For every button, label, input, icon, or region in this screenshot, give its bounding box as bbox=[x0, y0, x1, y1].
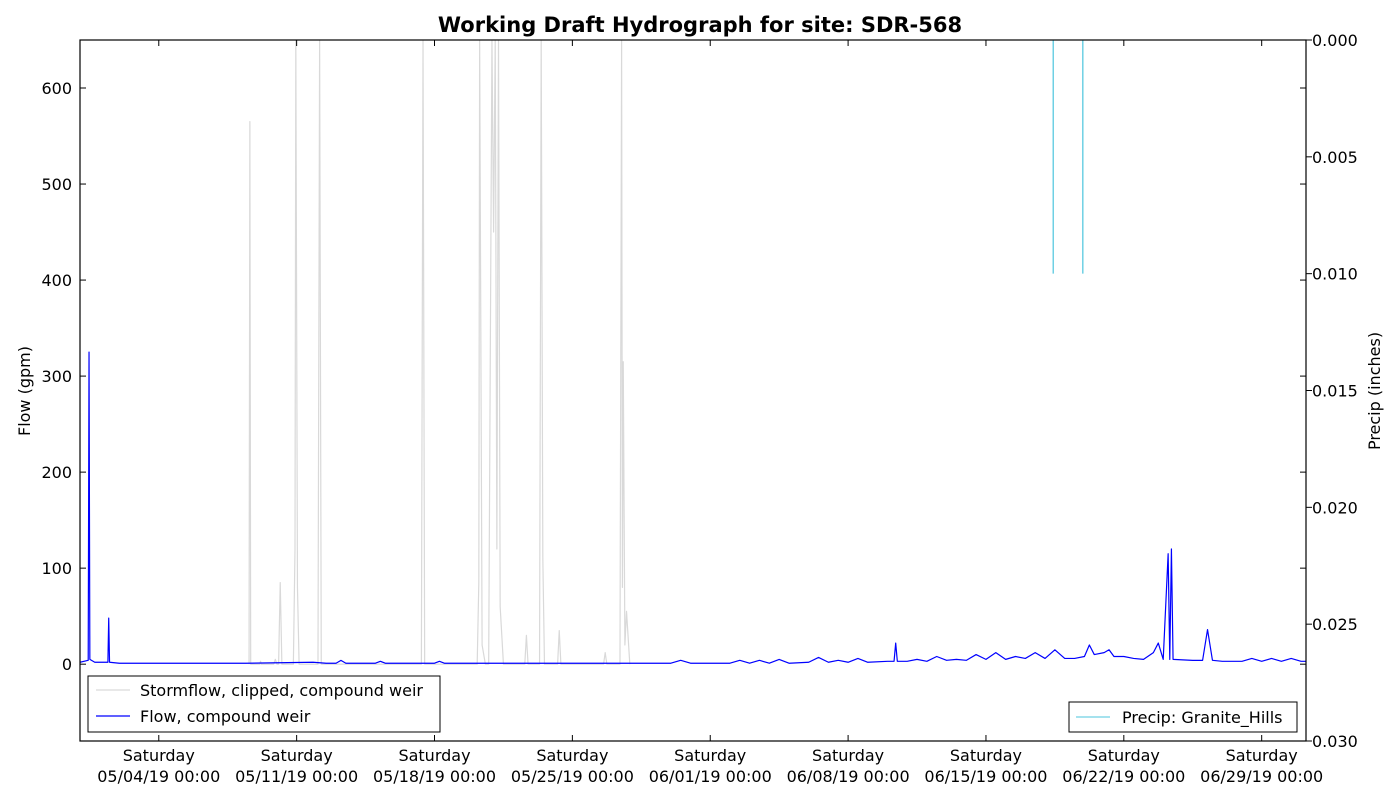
x-tick-label-date-8: 06/29/19 00:00 bbox=[1200, 767, 1323, 786]
x-tick-label-day-2: Saturday bbox=[398, 746, 470, 765]
legend-right-entry-0: Precip: Granite_Hills bbox=[1122, 708, 1283, 728]
y-left-tick-label-5: 500 bbox=[41, 175, 72, 194]
series-2 bbox=[1052, 40, 1084, 274]
x-tick-label-date-2: 05/18/19 00:00 bbox=[373, 767, 496, 786]
legend-left-box bbox=[87, 675, 441, 733]
y-right-tick-label-1: 0.005 bbox=[1312, 148, 1358, 167]
x-tick-label-date-3: 05/25/19 00:00 bbox=[511, 767, 634, 786]
x-tick-label-date-7: 06/22/19 00:00 bbox=[1062, 767, 1185, 786]
y-right-tick-label-3: 0.015 bbox=[1312, 382, 1358, 401]
y-right-tick-label-6: 0.030 bbox=[1312, 732, 1358, 751]
x-tick-label-day-1: Saturday bbox=[261, 746, 333, 765]
axes-layer: 0 100 200 300 400 500 600 0.000 0.005 0.010 0.015 0… bbox=[41, 31, 1357, 786]
x-tick-label-date-6: 06/15/19 00:00 bbox=[924, 767, 1047, 786]
y-right-tick-label-4: 0.020 bbox=[1312, 498, 1358, 517]
x-tick-label-day-6: Saturday bbox=[950, 746, 1022, 765]
y-right-tick-label-2: 0.010 bbox=[1312, 265, 1358, 284]
y-right-tick-label-5: 0.025 bbox=[1312, 615, 1358, 634]
y-left-tick-label-6: 600 bbox=[41, 79, 72, 98]
chart-title: Working Draft Hydrograph for site: SDR-5… bbox=[438, 13, 962, 37]
x-tick-label-date-5: 06/08/19 00:00 bbox=[787, 767, 910, 786]
y-axis-right-label: Precip (inches) bbox=[1365, 332, 1384, 450]
series-1 bbox=[80, 351, 1306, 664]
y-left-tick-label-0: 0 bbox=[62, 655, 72, 674]
series-line-1 bbox=[80, 351, 1306, 664]
x-tick-label-day-0: Saturday bbox=[123, 746, 195, 765]
series-line-0 bbox=[248, 40, 631, 665]
x-tick-label-day-4: Saturday bbox=[674, 746, 746, 765]
x-tick-label-date-1: 05/11/19 00:00 bbox=[235, 767, 358, 786]
y-right-tick-label-0: 0.000 bbox=[1312, 31, 1358, 50]
series-layer bbox=[80, 40, 1306, 665]
legend-right: Precip: Granite_Hills bbox=[1068, 701, 1298, 733]
y-left-tick-label-4: 400 bbox=[41, 271, 72, 290]
x-tick-label-day-3: Saturday bbox=[536, 746, 608, 765]
legend-left-entry-0: Stormflow, clipped, compound weir bbox=[140, 681, 423, 700]
legend-left-entry-1: Flow, compound weir bbox=[140, 707, 311, 726]
x-tick-label-date-0: 05/04/19 00:00 bbox=[97, 767, 220, 786]
legend-left: Stormflow, clipped, compound weir Flow, … bbox=[87, 675, 441, 733]
x-tick-label-day-7: Saturday bbox=[1088, 746, 1160, 765]
y-left-tick-label-2: 200 bbox=[41, 463, 72, 482]
y-left-tick-label-1: 100 bbox=[41, 559, 72, 578]
y-left-tick-label-3: 300 bbox=[41, 367, 72, 386]
series-0 bbox=[248, 40, 631, 665]
x-tick-label-day-5: Saturday bbox=[812, 746, 884, 765]
x-tick-label-day-8: Saturday bbox=[1226, 746, 1298, 765]
y-axis-left-label: Flow (gpm) bbox=[15, 346, 34, 436]
x-tick-label-date-4: 06/01/19 00:00 bbox=[649, 767, 772, 786]
